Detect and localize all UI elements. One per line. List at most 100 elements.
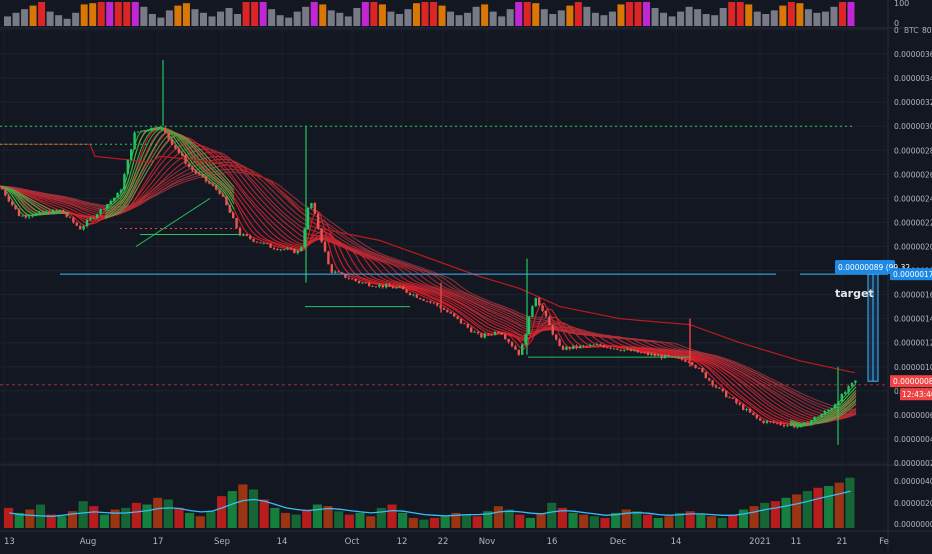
candle-body [755, 414, 758, 419]
indicator-bar [813, 12, 821, 26]
indicator-bar [762, 14, 770, 26]
candle-body [306, 207, 310, 230]
price-axis-tick: 0.00000260 [894, 170, 932, 179]
price-axis-tick: 0.00000240 [894, 194, 932, 203]
indicator-bar [804, 9, 812, 26]
candle-body [361, 282, 364, 284]
volume-bar [749, 506, 759, 528]
x-axis-tick: 14 [671, 537, 682, 547]
candle-body [442, 308, 446, 310]
indicator-bar [259, 2, 267, 26]
candle-body [123, 174, 126, 190]
candle-body [364, 282, 367, 284]
price-axis-tick: 0.00000020 [894, 459, 932, 468]
candle-body [796, 426, 799, 428]
volume-bar [57, 516, 67, 528]
indicator-bar [532, 3, 540, 26]
candle-body [510, 342, 514, 347]
indicator-bar [685, 6, 693, 27]
volume-bar [653, 517, 663, 528]
indicator-bar [549, 14, 557, 26]
indicator-bar [80, 4, 88, 27]
volume-bar [685, 511, 695, 528]
volume-bar [802, 491, 812, 528]
candle-body [167, 132, 170, 139]
candle-body [653, 353, 656, 356]
volume-bar [366, 516, 376, 528]
candle-body [170, 138, 174, 145]
volume-bar [206, 511, 216, 528]
candle-body [296, 251, 299, 254]
target-price-tag [890, 268, 932, 281]
volume-bar [632, 511, 642, 528]
candle-body [215, 185, 218, 190]
candle-body [75, 222, 78, 226]
volume-bar [738, 509, 748, 528]
indicator-bar [319, 4, 327, 27]
x-axis-tick: 17 [153, 537, 164, 547]
candle-body [470, 327, 473, 333]
candle-body [646, 352, 650, 355]
candle-body [701, 368, 704, 373]
candle-body [164, 127, 167, 133]
indicator-bar [600, 15, 608, 26]
candle-body [575, 345, 578, 349]
candle-body [619, 349, 622, 351]
price-axis-tick: 0.00000360 [894, 50, 932, 59]
indicator-bar [268, 9, 276, 26]
indicator-bar [182, 3, 190, 26]
indicator-bar [838, 2, 846, 26]
target-label: target [835, 287, 874, 300]
price-axis-tick: 0.00000320 [894, 98, 932, 107]
candle-body [687, 361, 690, 363]
indicator-bar [617, 4, 625, 27]
candle-body [89, 218, 92, 221]
indicator-bar [481, 4, 489, 27]
candle-body [62, 209, 65, 214]
candle-body [51, 209, 55, 214]
candle-body [551, 325, 554, 335]
indicator-bar [430, 2, 438, 26]
candle-body [517, 349, 520, 355]
x-axis-tick: Dec [610, 537, 627, 547]
candle-body [493, 331, 497, 335]
indicator-bar [72, 12, 80, 26]
indicator-bar [106, 2, 114, 26]
x-axis-tick: 13 [4, 537, 15, 547]
candle-body [41, 211, 44, 213]
indicator-bar [753, 11, 761, 26]
volume-bar [674, 512, 685, 528]
candle-body [65, 213, 68, 217]
price-axis-tick: 0.00000340 [894, 74, 932, 83]
indicator-bar [12, 12, 20, 26]
candle-body [334, 271, 337, 273]
indicator-bar [21, 9, 29, 26]
current-price-tag [890, 375, 932, 388]
candle-body [544, 310, 548, 317]
indicator-bar [455, 15, 463, 26]
volume-bar [579, 514, 589, 528]
indicator-bar [285, 17, 293, 26]
volume-bar [461, 514, 472, 528]
ma-ribbon-green-line [104, 129, 235, 219]
countdown-tag-text: 12:43:46 [902, 390, 932, 399]
support-step-line [135, 197, 211, 247]
indicator-bar [242, 2, 250, 26]
volume-bar [185, 512, 195, 528]
volume-bar [46, 514, 56, 528]
volume-bar [14, 512, 24, 528]
price-axis-tick: 0.00000060 [894, 411, 932, 420]
x-axis-tick: Oct [345, 537, 360, 547]
indicator-bar [677, 11, 685, 26]
candle-body [402, 286, 405, 290]
indicator-bar [370, 2, 378, 26]
candle-body [711, 380, 714, 386]
volume-bar [25, 509, 35, 528]
candle-body [419, 297, 422, 300]
indicator-bar [574, 2, 582, 26]
candle-body [92, 218, 95, 219]
ma-ribbon-line [0, 127, 857, 427]
candle-body [204, 176, 208, 182]
